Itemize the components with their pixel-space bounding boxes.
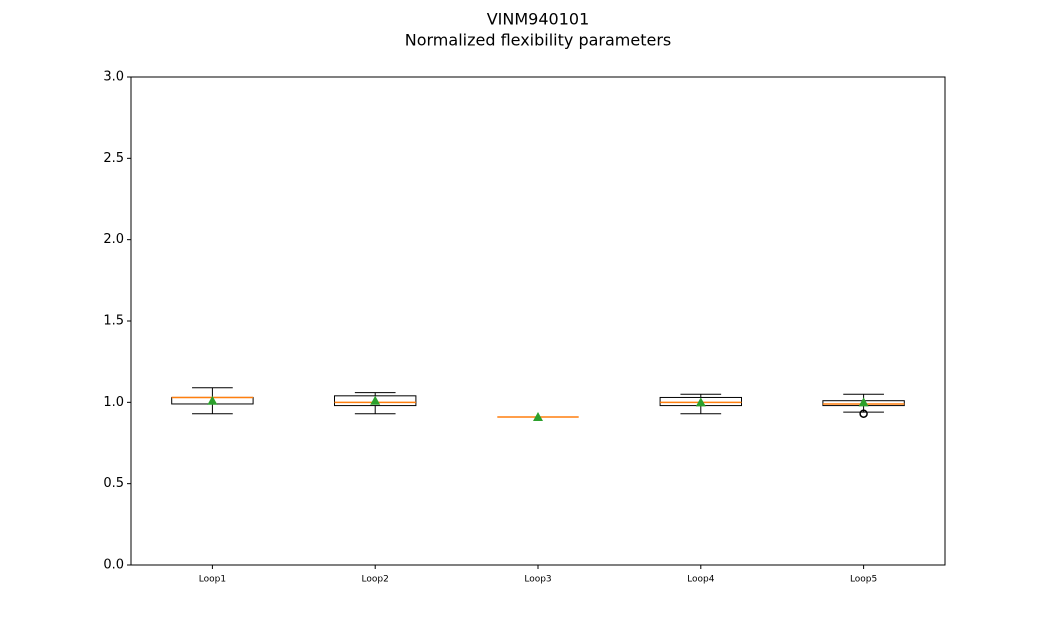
y-tick-label: 0.0 (103, 558, 124, 573)
mean-marker (695, 397, 706, 407)
y-tick-label: 2.5 (103, 151, 124, 166)
chart-title: VINM940101 (487, 10, 590, 29)
y-tick-label: 1.5 (103, 314, 124, 329)
mean-marker (533, 411, 543, 421)
x-tick-label: Loop2 (362, 575, 389, 585)
mean-marker (207, 395, 218, 405)
y-tick-label: 0.5 (103, 476, 124, 491)
plot-frame (130, 76, 946, 566)
x-tick-label: Loop1 (199, 575, 226, 585)
x-tick-label: Loop5 (850, 575, 877, 585)
mean-marker (370, 395, 381, 405)
chart-subtitle: Normalized flexibility parameters (405, 31, 672, 50)
outlier (859, 409, 868, 418)
y-tick-label: 2.0 (103, 232, 124, 247)
mean-marker (858, 397, 869, 407)
x-tick-label: Loop3 (524, 575, 551, 585)
x-tick-label: Loop4 (687, 575, 715, 585)
y-tick-label: 1.0 (103, 395, 124, 410)
y-tick-label: 3.0 (103, 70, 124, 85)
